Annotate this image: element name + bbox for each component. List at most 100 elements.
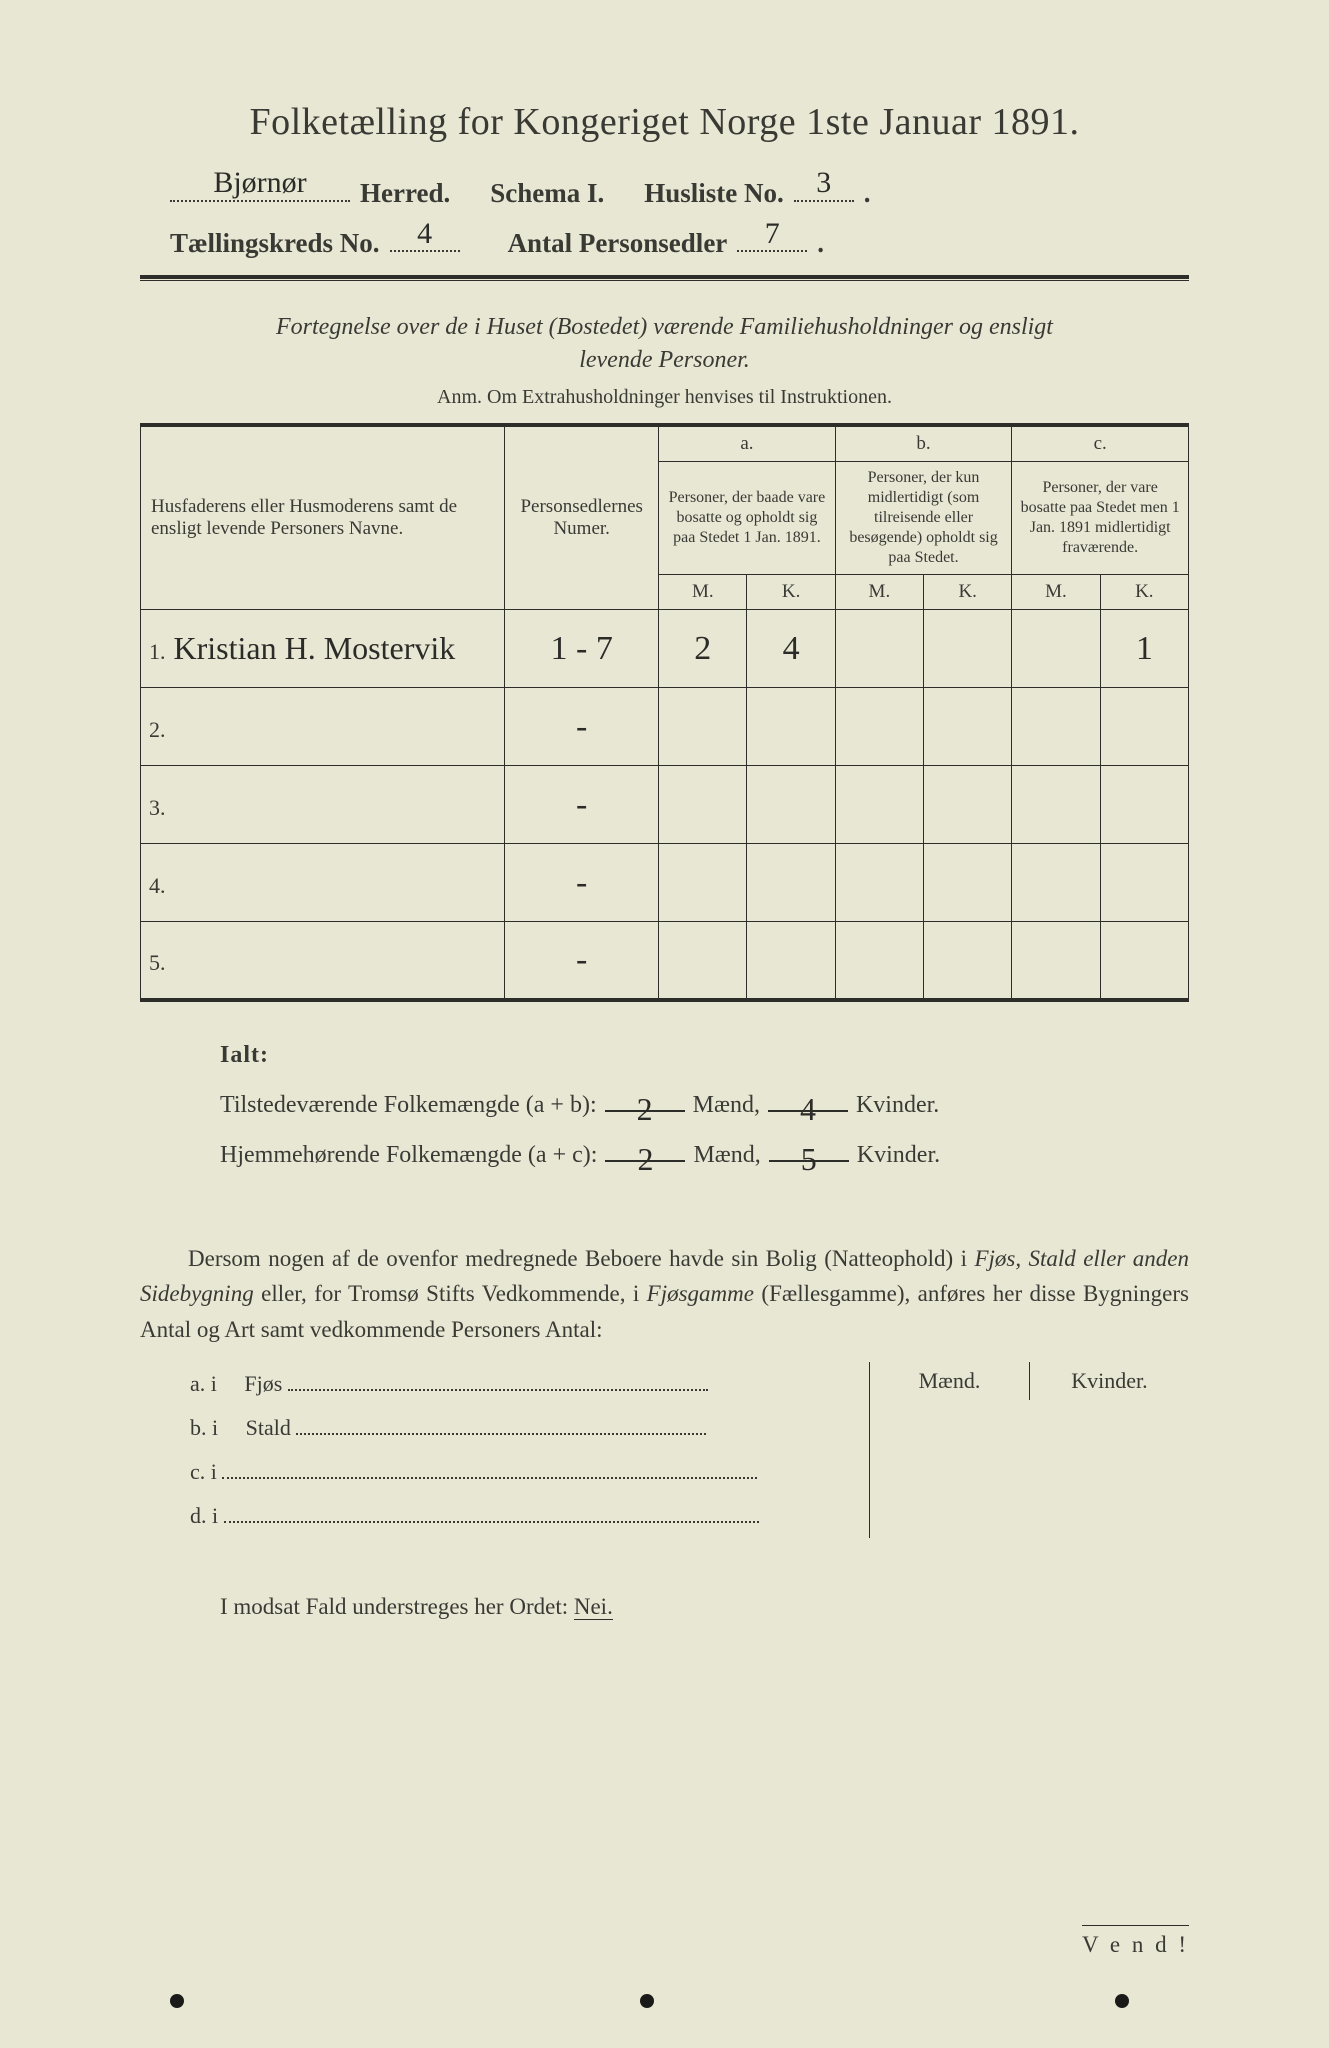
data-cell xyxy=(659,766,747,844)
name-cell: 5. xyxy=(141,922,505,1000)
table-row: 5.- xyxy=(141,922,1189,1000)
ialt-2-m-blank: 2 xyxy=(605,1136,685,1162)
side-row-b: b. i Stald xyxy=(190,1406,869,1450)
side-d-pre: d. i xyxy=(190,1503,218,1528)
punch-hole-icon xyxy=(1115,1994,1129,2008)
ialt-2-m-suf: Mænd, xyxy=(693,1130,760,1180)
table-row: 1.Kristian H. Mostervik1 - 7241 xyxy=(141,610,1189,688)
nei-pre: I modsat Fald understreges her Ordet: xyxy=(220,1594,574,1619)
header-line-2: Tællingskreds No. 4 Antal Personsedler 7… xyxy=(170,223,1189,260)
table-row: 4.- xyxy=(141,844,1189,922)
name-cell: 4. xyxy=(141,844,505,922)
subtitle: Fortegnelse over de i Huset (Bostedet) v… xyxy=(140,311,1189,376)
col-num-header: Personsedlernes Numer. xyxy=(505,425,659,610)
side-a-pre: a. i xyxy=(190,1371,217,1396)
husliste-blank: 3 xyxy=(794,172,854,202)
data-cell xyxy=(835,610,923,688)
side-b-pre: b. i xyxy=(190,1415,218,1440)
data-cell xyxy=(835,922,923,1000)
data-cell xyxy=(924,688,1012,766)
data-cell xyxy=(1100,766,1188,844)
data-cell: - xyxy=(505,844,659,922)
header-line-1: Bjørnør Herred. Schema I. Husliste No. 3… xyxy=(170,172,1189,209)
side-row-a: a. i Fjøs xyxy=(190,1362,869,1406)
herred-value: Bjørnør xyxy=(213,166,306,200)
data-cell xyxy=(924,610,1012,688)
schema-label: Schema I. xyxy=(490,178,604,209)
side-row-c: c. i xyxy=(190,1450,869,1494)
col-a-text: Personer, der baade vare bosatte og opho… xyxy=(659,462,836,575)
ialt-2-k: 5 xyxy=(801,1126,817,1193)
side-m-header: Mænd. xyxy=(870,1362,1030,1400)
side-b-lab: Stald xyxy=(246,1415,291,1440)
para-it2: Fjøsgamme xyxy=(647,1281,754,1306)
col-a-m: M. xyxy=(659,575,747,610)
side-right: Mænd. Kvinder. xyxy=(869,1362,1189,1538)
data-cell: 4 xyxy=(747,610,835,688)
ialt-label: Ialt: xyxy=(220,1030,1189,1080)
data-cell xyxy=(924,844,1012,922)
data-cell xyxy=(747,922,835,1000)
data-cell xyxy=(1100,688,1188,766)
antal-label: Antal Personsedler xyxy=(508,228,728,259)
data-cell xyxy=(1100,922,1188,1000)
col-b-k: K. xyxy=(924,575,1012,610)
side-k-header: Kvinder. xyxy=(1030,1362,1189,1400)
side-a-lab: Fjøs xyxy=(244,1371,282,1396)
col-c-label: c. xyxy=(1012,425,1189,462)
header-rule xyxy=(140,275,1189,281)
para-t1: Dersom nogen af de ovenfor medregnede Be… xyxy=(188,1246,974,1271)
data-cell xyxy=(747,766,835,844)
col-a-label: a. xyxy=(659,425,836,462)
data-cell xyxy=(1012,844,1100,922)
ialt-1-pre: Tilstedeværende Folkemængde (a + b): xyxy=(220,1080,597,1130)
punch-hole-icon xyxy=(640,1994,654,2008)
kreds-value: 4 xyxy=(417,217,432,251)
data-cell xyxy=(1100,844,1188,922)
side-row-d: d. i xyxy=(190,1494,869,1538)
vend-footer: V e n d ! xyxy=(1082,1925,1189,1958)
side-table: a. i Fjøs b. i Stald c. i d. i Mænd. Kvi… xyxy=(140,1362,1189,1538)
col-b-text: Personer, der kun midlertidigt (som tilr… xyxy=(835,462,1012,575)
table-row: 2.- xyxy=(141,688,1189,766)
data-cell xyxy=(924,922,1012,1000)
data-cell xyxy=(1012,610,1100,688)
ialt-1-m-suf: Mænd, xyxy=(693,1080,760,1130)
anm-note: Anm. Om Extrahusholdninger henvises til … xyxy=(140,386,1189,409)
punch-hole-icon xyxy=(170,1994,184,2008)
census-table: Husfaderens eller Husmoderens samt de en… xyxy=(140,423,1189,1002)
kreds-label: Tællingskreds No. xyxy=(170,228,380,259)
col-a-k: K. xyxy=(747,575,835,610)
paragraph: Dersom nogen af de ovenfor medregnede Be… xyxy=(140,1241,1189,1348)
name-cell: 2. xyxy=(141,688,505,766)
data-cell xyxy=(747,844,835,922)
col-c-m: M. xyxy=(1012,575,1100,610)
ialt-row-2: Hjemmehørende Folkemængde (a + c): 2 Mæn… xyxy=(220,1130,1189,1180)
husliste-label: Husliste No. xyxy=(644,178,784,209)
side-c-pre: c. i xyxy=(190,1459,217,1484)
antal-value: 7 xyxy=(765,217,780,251)
nei-line: I modsat Fald understreges her Ordet: Ne… xyxy=(140,1594,1189,1620)
ialt-2-pre: Hjemmehørende Folkemængde (a + c): xyxy=(220,1130,597,1180)
table-row: 3.- xyxy=(141,766,1189,844)
ialt-row-1: Tilstedeværende Folkemængde (a + b): 2 M… xyxy=(220,1080,1189,1130)
husliste-value: 3 xyxy=(816,166,831,200)
data-cell xyxy=(659,688,747,766)
ialt-2-m: 2 xyxy=(637,1126,653,1193)
data-cell xyxy=(747,688,835,766)
data-cell xyxy=(1012,688,1100,766)
ialt-1-k-suf: Kvinder. xyxy=(856,1080,939,1130)
side-right-head: Mænd. Kvinder. xyxy=(870,1362,1189,1400)
ialt-1-k-blank: 4 xyxy=(768,1086,848,1112)
col-c-text: Personer, der vare bosatte paa Stedet me… xyxy=(1012,462,1189,575)
antal-blank: 7 xyxy=(737,223,807,253)
data-cell xyxy=(1012,922,1100,1000)
data-cell: 1 - 7 xyxy=(505,610,659,688)
data-cell: 1 xyxy=(1100,610,1188,688)
ialt-1-m-blank: 2 xyxy=(605,1086,685,1112)
data-cell xyxy=(835,688,923,766)
data-cell xyxy=(659,844,747,922)
subtitle-2: levende Personer. xyxy=(579,347,750,373)
col-b-label: b. xyxy=(835,425,1012,462)
col-name-header: Husfaderens eller Husmoderens samt de en… xyxy=(141,425,505,610)
